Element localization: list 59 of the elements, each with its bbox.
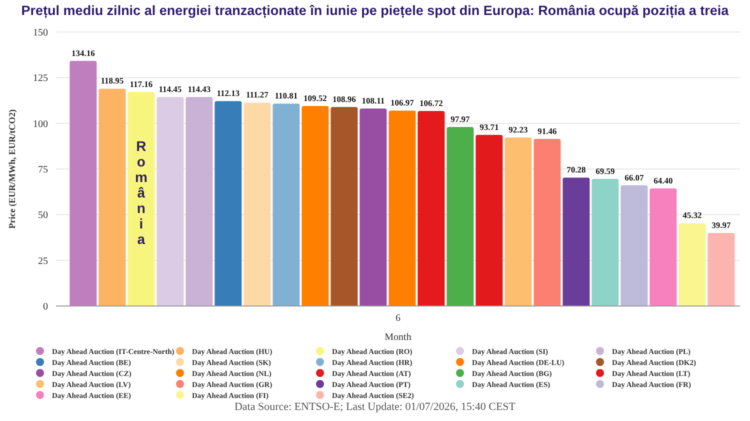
data-label: 112.13 bbox=[216, 88, 240, 98]
y-tick-label: 150 bbox=[33, 28, 48, 39]
y-tick-label: 0 bbox=[43, 302, 48, 313]
x-tick-label: 6 bbox=[396, 313, 400, 324]
bar bbox=[214, 101, 242, 306]
data-label: 108.96 bbox=[332, 94, 356, 104]
annotation: România bbox=[134, 138, 148, 248]
data-label: 114.43 bbox=[188, 84, 211, 94]
chart-title: Prețul mediu zilnic al energiei tranzacționate în iunie pe piețele spot din Europa: România ocupă poziția a treia bbox=[20, 3, 730, 18]
data-label: 93.71 bbox=[480, 122, 499, 132]
data-label: 69.59 bbox=[596, 166, 615, 176]
bar bbox=[562, 178, 590, 306]
bar bbox=[98, 88, 126, 306]
y-tick-label: 50 bbox=[38, 210, 48, 222]
bar bbox=[620, 185, 648, 306]
data-label: 39.97 bbox=[712, 220, 732, 230]
data-label: 108.11 bbox=[362, 96, 385, 106]
bar bbox=[128, 92, 155, 306]
data-label: 111.27 bbox=[246, 90, 270, 100]
y-tick-label: 125 bbox=[33, 73, 48, 84]
bar bbox=[592, 178, 619, 306]
data-label: 110.81 bbox=[274, 90, 298, 101]
bar bbox=[534, 138, 561, 306]
y-tick-label: 25 bbox=[38, 256, 48, 267]
bar bbox=[70, 60, 97, 306]
y-axis-title: Price (EUR/MWh, EUR/tCO2) bbox=[7, 109, 18, 229]
data-label: 117.16 bbox=[130, 78, 153, 89]
x-axis-title: Month bbox=[384, 332, 412, 343]
data-label: 114.45 bbox=[158, 84, 182, 94]
data-label: 118.95 bbox=[100, 76, 124, 86]
bar bbox=[330, 106, 358, 306]
data-label: 97.97 bbox=[450, 114, 470, 124]
y-tick-label: 75 bbox=[38, 164, 48, 176]
bar bbox=[708, 232, 735, 306]
bar bbox=[678, 223, 706, 306]
data-label: 106.97 bbox=[390, 98, 415, 108]
bar bbox=[388, 110, 416, 306]
data-label: 106.72 bbox=[419, 98, 443, 108]
data-label: 134.16 bbox=[71, 48, 95, 58]
bar bbox=[650, 188, 677, 306]
data-label: 91.46 bbox=[538, 126, 557, 136]
bar bbox=[186, 96, 213, 306]
data-label: 45.32 bbox=[682, 210, 702, 220]
source-note: Data Source: ENTSO-E; Last Update: 01/07/2026, 15:40 CEST bbox=[233, 401, 517, 413]
bar bbox=[418, 111, 445, 306]
bar bbox=[504, 138, 532, 306]
bar bbox=[360, 108, 387, 306]
bar bbox=[156, 96, 184, 306]
data-label: 66.07 bbox=[624, 172, 644, 182]
bar bbox=[476, 134, 503, 306]
y-tick-label: 100 bbox=[33, 118, 48, 130]
data-label: 109.52 bbox=[303, 92, 327, 103]
bar bbox=[446, 127, 474, 306]
bar bbox=[302, 106, 329, 306]
bar bbox=[272, 104, 300, 306]
data-label: 92.23 bbox=[508, 124, 528, 135]
data-label: 64.40 bbox=[654, 175, 673, 186]
data-label: 70.28 bbox=[566, 164, 586, 175]
bar bbox=[244, 102, 271, 306]
